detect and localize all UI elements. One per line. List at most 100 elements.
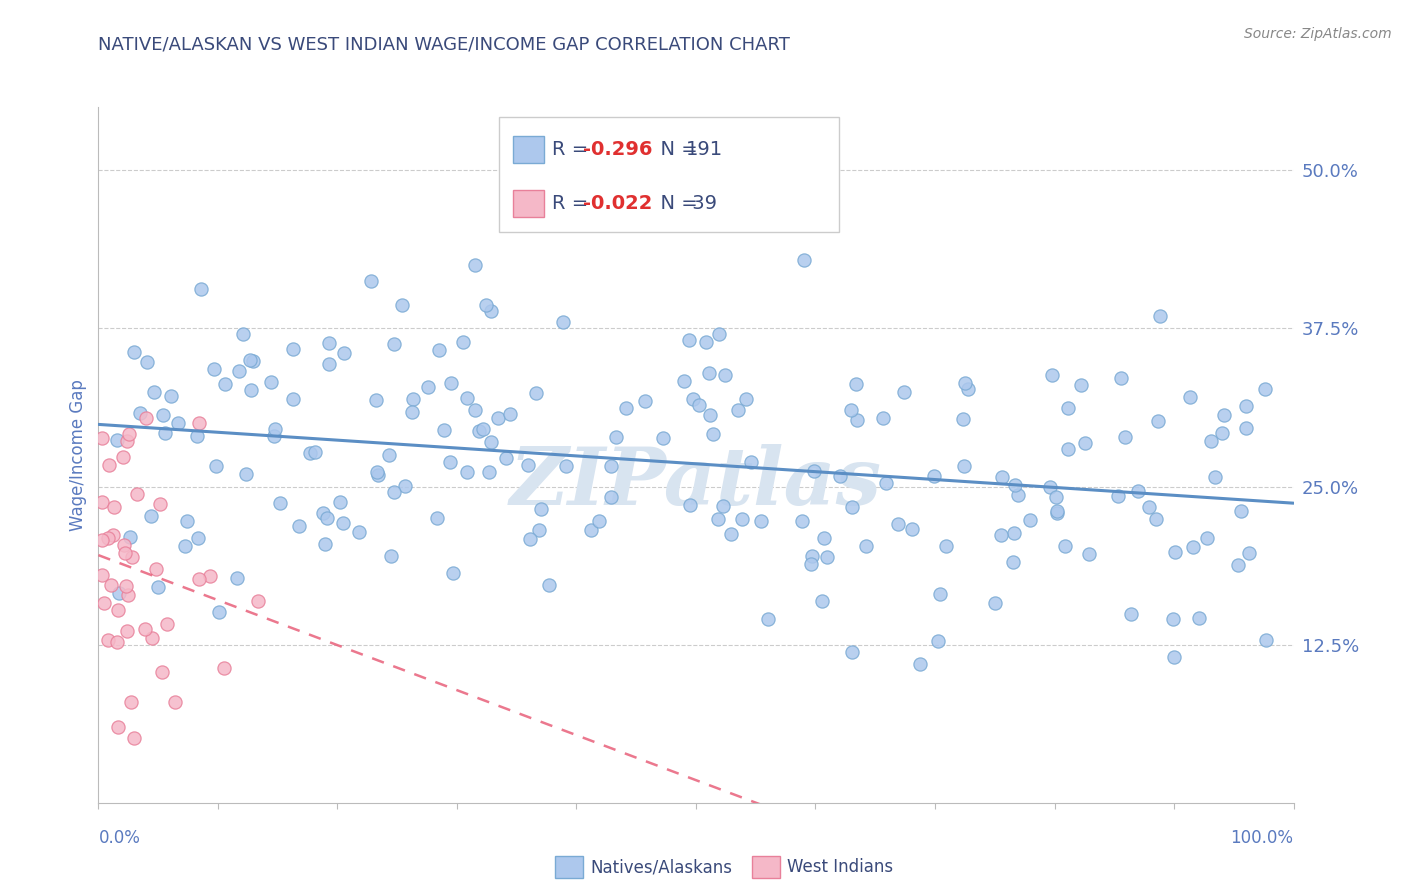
Point bbox=[401, 404, 423, 418]
Point bbox=[872, 411, 894, 425]
Point bbox=[714, 368, 737, 382]
Point bbox=[711, 500, 734, 514]
Point bbox=[464, 259, 486, 273]
Point bbox=[100, 578, 122, 592]
Point bbox=[260, 375, 283, 389]
Point bbox=[524, 386, 547, 401]
Point bbox=[652, 432, 675, 446]
Point bbox=[952, 412, 974, 426]
Point bbox=[839, 402, 862, 417]
Text: R =: R = bbox=[553, 140, 595, 159]
Point bbox=[800, 557, 823, 571]
Point bbox=[1234, 399, 1257, 413]
Point bbox=[475, 298, 498, 312]
Point bbox=[1057, 442, 1080, 457]
Point bbox=[451, 334, 474, 349]
Text: Source: ZipAtlas.com: Source: ZipAtlas.com bbox=[1244, 27, 1392, 41]
Point bbox=[117, 434, 139, 449]
Point bbox=[731, 511, 754, 525]
Point bbox=[269, 496, 291, 510]
Point bbox=[107, 586, 129, 600]
Point bbox=[122, 731, 145, 745]
Point bbox=[517, 458, 540, 472]
Point bbox=[1182, 540, 1205, 554]
Point bbox=[212, 661, 235, 675]
Point bbox=[1046, 506, 1069, 520]
Point bbox=[1019, 513, 1042, 527]
Point bbox=[97, 633, 120, 648]
Point bbox=[107, 603, 129, 617]
Point bbox=[112, 538, 135, 552]
Point bbox=[121, 550, 143, 565]
Point bbox=[699, 408, 721, 422]
Point bbox=[756, 612, 779, 626]
Point bbox=[114, 546, 136, 560]
Point bbox=[815, 550, 838, 565]
Point bbox=[136, 354, 159, 368]
Point bbox=[811, 594, 834, 608]
Point bbox=[299, 446, 322, 460]
Point bbox=[281, 392, 304, 406]
Point bbox=[235, 467, 257, 481]
Point bbox=[214, 376, 236, 391]
Point bbox=[953, 376, 976, 391]
Point bbox=[318, 357, 340, 371]
Point bbox=[153, 425, 176, 440]
Point bbox=[1077, 548, 1099, 562]
Point bbox=[360, 274, 382, 288]
Point bbox=[441, 566, 464, 580]
Point bbox=[155, 616, 177, 631]
Point bbox=[115, 624, 138, 638]
Point bbox=[1204, 469, 1226, 483]
Point bbox=[529, 523, 551, 537]
Point bbox=[91, 431, 114, 445]
Point bbox=[813, 531, 835, 545]
Text: West Indians: West Indians bbox=[787, 858, 893, 876]
Point bbox=[1163, 649, 1185, 664]
Point bbox=[1040, 368, 1063, 382]
Point bbox=[1109, 371, 1132, 385]
Point bbox=[1107, 489, 1129, 503]
Point bbox=[176, 514, 198, 528]
Point bbox=[553, 315, 575, 329]
Text: 0.0%: 0.0% bbox=[98, 830, 141, 847]
Point bbox=[845, 376, 868, 391]
Point bbox=[1149, 309, 1171, 323]
Point bbox=[190, 282, 212, 296]
Point bbox=[588, 514, 610, 528]
Point bbox=[633, 394, 655, 409]
Point bbox=[830, 469, 852, 483]
Point bbox=[720, 527, 742, 541]
Point bbox=[315, 511, 337, 525]
Text: N =: N = bbox=[648, 194, 704, 213]
Point bbox=[749, 514, 772, 528]
Point bbox=[893, 385, 915, 400]
Point bbox=[792, 514, 814, 528]
Point bbox=[1114, 430, 1136, 444]
Point bbox=[332, 516, 354, 531]
Point bbox=[793, 252, 815, 267]
Point bbox=[91, 568, 114, 582]
Point bbox=[152, 409, 174, 423]
Point bbox=[366, 465, 388, 479]
Point bbox=[101, 528, 124, 542]
Point bbox=[1164, 545, 1187, 559]
Point bbox=[281, 343, 304, 357]
Point bbox=[695, 334, 717, 349]
Point bbox=[471, 422, 494, 436]
Point bbox=[429, 343, 451, 357]
Point bbox=[1254, 382, 1277, 396]
Point bbox=[599, 459, 621, 474]
Point bbox=[1226, 558, 1249, 573]
Point bbox=[1054, 540, 1077, 554]
Point bbox=[1056, 401, 1078, 415]
Point bbox=[225, 571, 247, 585]
Point bbox=[1002, 526, 1025, 541]
Point bbox=[142, 384, 165, 399]
Point bbox=[1126, 483, 1149, 498]
Point bbox=[186, 429, 208, 443]
Point bbox=[188, 417, 211, 431]
Point bbox=[605, 430, 627, 444]
Point bbox=[440, 376, 463, 390]
Point bbox=[984, 596, 1007, 610]
